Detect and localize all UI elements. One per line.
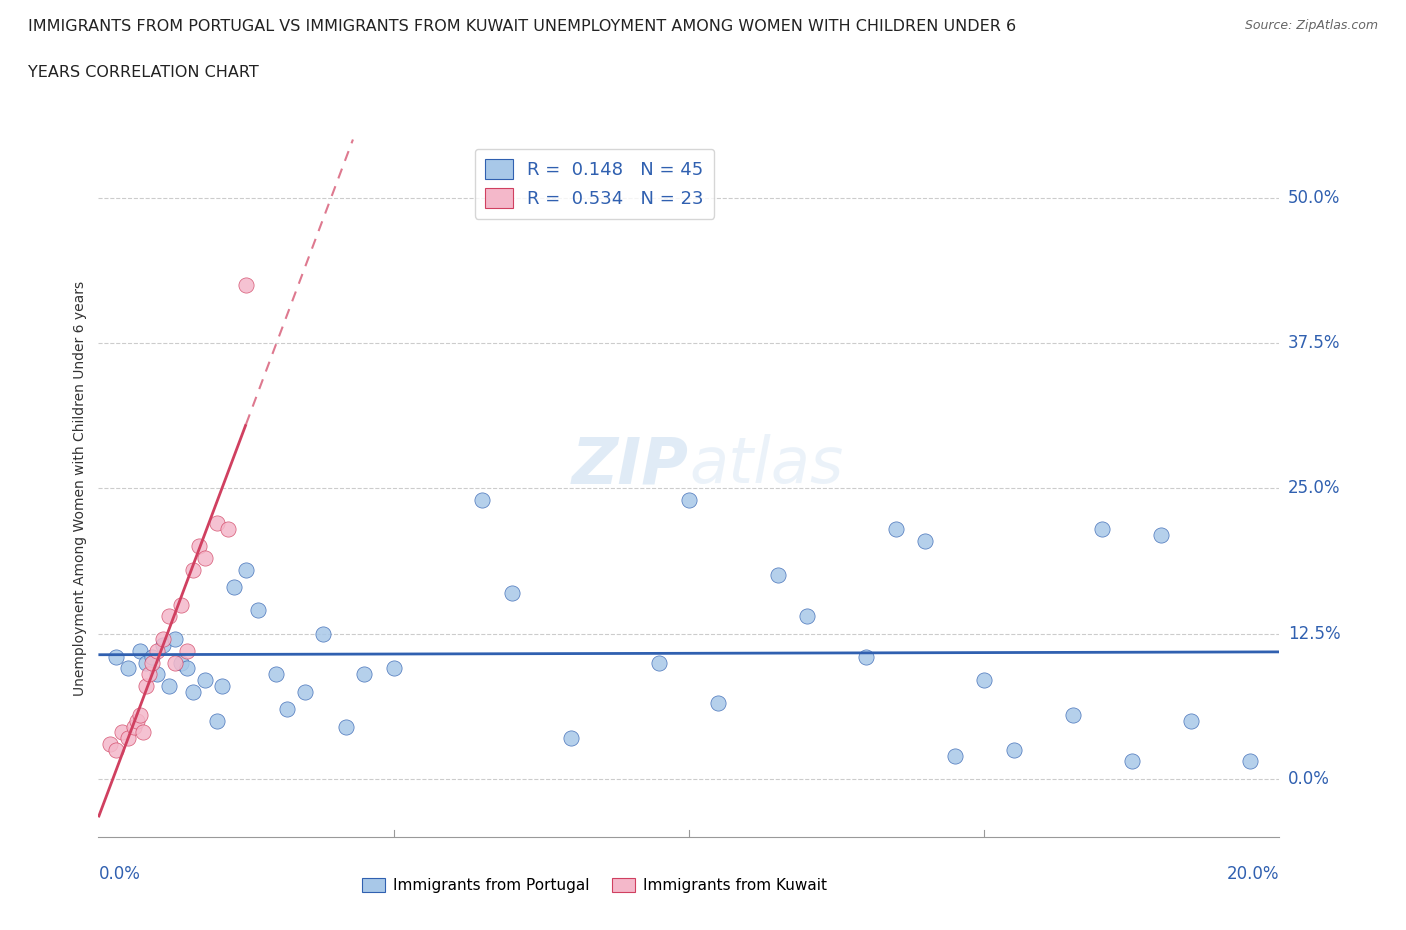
Point — [235, 277, 257, 292]
Point — [141, 655, 163, 670]
Text: 0.0%: 0.0% — [1288, 770, 1330, 788]
Point — [194, 551, 217, 565]
Point — [157, 609, 180, 624]
Text: IMMIGRANTS FROM PORTUGAL VS IMMIGRANTS FROM KUWAIT UNEMPLOYMENT AMONG WOMEN WITH: IMMIGRANTS FROM PORTUGAL VS IMMIGRANTS F… — [28, 19, 1017, 33]
Point — [501, 586, 523, 601]
Text: 50.0%: 50.0% — [1288, 189, 1340, 206]
Point — [224, 579, 246, 594]
Point — [152, 638, 174, 653]
Point — [205, 713, 228, 728]
Point — [796, 609, 818, 624]
Point — [152, 632, 174, 647]
Text: ZIP: ZIP — [572, 434, 689, 496]
Point — [217, 522, 239, 537]
Point — [335, 719, 357, 734]
Point — [105, 649, 128, 664]
Text: 0.0%: 0.0% — [98, 865, 141, 883]
Point — [170, 655, 193, 670]
Text: 37.5%: 37.5% — [1288, 334, 1340, 352]
Point — [98, 737, 121, 751]
Point — [1150, 527, 1173, 542]
Text: Source: ZipAtlas.com: Source: ZipAtlas.com — [1244, 19, 1378, 32]
Point — [170, 597, 193, 612]
Point — [111, 725, 134, 740]
Text: 12.5%: 12.5% — [1288, 625, 1340, 643]
Point — [471, 493, 494, 508]
Point — [914, 533, 936, 548]
Point — [1091, 522, 1114, 537]
Point — [382, 661, 405, 676]
Point — [117, 731, 139, 746]
Point — [312, 626, 335, 641]
Point — [187, 539, 209, 554]
Point — [211, 679, 233, 694]
Point — [766, 568, 789, 583]
Point — [943, 748, 966, 763]
Point — [294, 684, 316, 699]
Point — [135, 679, 157, 694]
Point — [146, 644, 169, 658]
Text: 25.0%: 25.0% — [1288, 479, 1340, 498]
Point — [181, 684, 204, 699]
Text: YEARS CORRELATION CHART: YEARS CORRELATION CHART — [28, 65, 259, 80]
Point — [132, 725, 155, 740]
Point — [205, 515, 228, 530]
Point — [165, 632, 187, 647]
Point — [135, 655, 157, 670]
Point — [855, 649, 877, 664]
Point — [884, 522, 907, 537]
Point — [125, 713, 148, 728]
Text: atlas: atlas — [689, 434, 844, 496]
Point — [117, 661, 139, 676]
Point — [122, 719, 145, 734]
Point — [194, 672, 217, 687]
Point — [176, 661, 198, 676]
Point — [1180, 713, 1202, 728]
Point — [1239, 754, 1261, 769]
Point — [105, 742, 128, 757]
Point — [707, 696, 730, 711]
Point — [128, 644, 150, 658]
Point — [678, 493, 700, 508]
Point — [235, 562, 257, 577]
Point — [560, 731, 582, 746]
Point — [141, 649, 163, 664]
Point — [1121, 754, 1143, 769]
Point — [128, 708, 150, 723]
Point — [973, 672, 995, 687]
Point — [138, 667, 160, 682]
Point — [157, 679, 180, 694]
Text: 20.0%: 20.0% — [1227, 865, 1279, 883]
Legend: Immigrants from Portugal, Immigrants from Kuwait: Immigrants from Portugal, Immigrants fro… — [356, 871, 832, 899]
Point — [1002, 742, 1025, 757]
Point — [165, 655, 187, 670]
Y-axis label: Unemployment Among Women with Children Under 6 years: Unemployment Among Women with Children U… — [73, 281, 87, 696]
Point — [246, 603, 269, 618]
Point — [181, 562, 204, 577]
Point — [648, 655, 671, 670]
Point — [353, 667, 375, 682]
Point — [176, 644, 198, 658]
Point — [264, 667, 287, 682]
Point — [146, 667, 169, 682]
Point — [276, 701, 298, 716]
Point — [1062, 708, 1084, 723]
